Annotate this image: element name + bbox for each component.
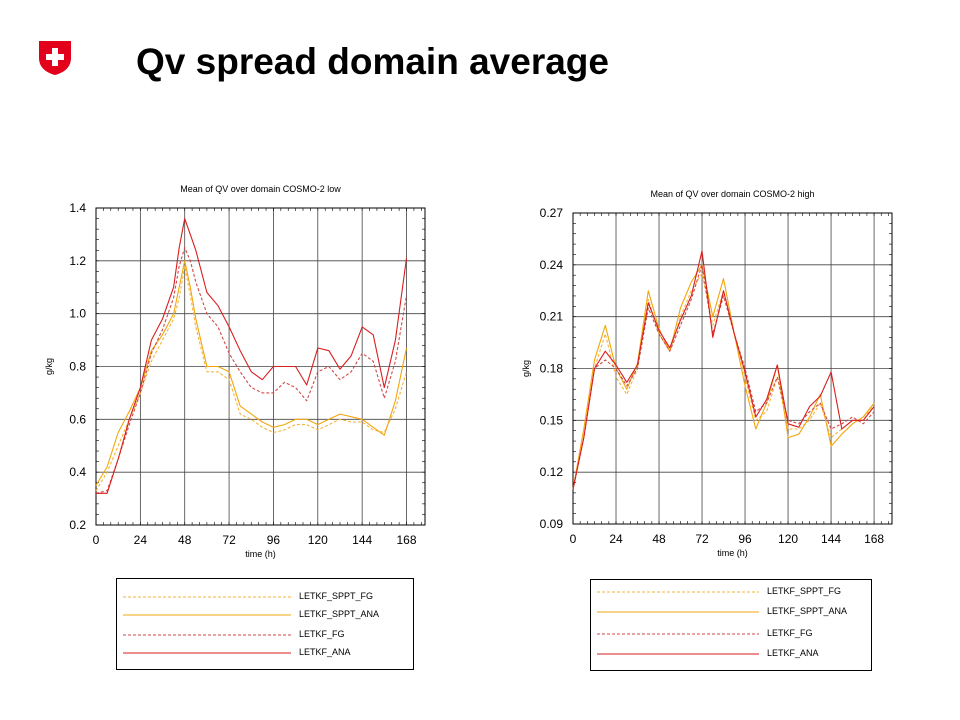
legend-low: LETKF_SPPT_FG LETKF_SPPT_ANA LETKF_FG LE… xyxy=(116,578,414,670)
legend-item: LETKF_ANA xyxy=(591,646,871,662)
y-tick-label: 0.21 xyxy=(540,310,564,324)
legend-label: LETKF_FG xyxy=(767,628,813,638)
y-tick-label: 0.09 xyxy=(540,517,564,531)
legend-item: LETKF_FG xyxy=(117,627,413,643)
legend-label: LETKF_ANA xyxy=(767,648,819,658)
x-tick-label: 72 xyxy=(222,533,236,547)
y-tick-label: 0.12 xyxy=(540,465,564,479)
page-title: Qv spread domain average xyxy=(136,41,609,82)
x-tick-label: 96 xyxy=(267,533,281,547)
chart-title: Mean of QV over domain COSMO-2 high xyxy=(650,189,814,199)
series-line-letkf-sppt-ana xyxy=(572,264,875,490)
legend-item: LETKF_FG xyxy=(591,626,871,642)
legend-item: LETKF_SPPT_FG xyxy=(117,589,413,605)
x-tick-label: 168 xyxy=(397,533,417,547)
legend-item: LETKF_ANA xyxy=(117,645,413,661)
series-line-letkf-ana xyxy=(572,250,875,490)
x-tick-label: 48 xyxy=(178,533,192,547)
series-line-letkf-sppt-fg xyxy=(95,265,408,491)
y-axis-label: g/kg xyxy=(44,358,54,375)
y-tick-label: 0.15 xyxy=(540,413,564,427)
y-axis-label: g/kg xyxy=(521,360,531,377)
legend-item: LETKF_SPPT_ANA xyxy=(117,607,413,623)
legend-label: LETKF_SPPT_FG xyxy=(767,586,842,596)
chart-qv-low: Mean of QV over domain COSMO-2 low 0 24 48 7… xyxy=(40,175,440,575)
x-tick-label: 144 xyxy=(352,533,372,547)
legend-label: LETKF_SPPT_ANA xyxy=(299,609,380,619)
x-tick-label: 120 xyxy=(308,533,328,547)
y-tick-label: 0.18 xyxy=(540,362,564,376)
chart-qv-high: Mean of QV over domain COSMO-2 high 0 24 48… xyxy=(503,180,903,580)
series-line-letkf-fg xyxy=(95,247,408,494)
legend-high: LETKF_SPPT_FG LETKF_SPPT_ANA LETKF_FG LE… xyxy=(590,579,872,671)
y-tick-label: 1.2 xyxy=(69,254,86,268)
x-tick-label: 48 xyxy=(652,532,666,546)
y-tick-label: 0.24 xyxy=(540,258,564,272)
y-tick-label: 1.4 xyxy=(69,201,86,215)
legend-label: LETKF_SPPT_ANA xyxy=(767,606,848,616)
legend-label: LETKF_ANA xyxy=(299,647,351,657)
legend-item: LETKF_SPPT_FG xyxy=(591,584,871,600)
x-axis-label: time (h) xyxy=(245,549,276,559)
legend-label: LETKF_FG xyxy=(299,629,345,639)
plot-frame xyxy=(572,212,893,525)
x-tick-label: 0 xyxy=(93,533,100,547)
plot-frame xyxy=(95,207,426,526)
x-tick-label: 72 xyxy=(695,532,709,546)
chart-svg: Mean of QV over domain COSMO-2 high 0 24 48… xyxy=(521,189,893,558)
x-tick-label: 168 xyxy=(864,532,884,546)
x-tick-label: 144 xyxy=(821,532,841,546)
series-line-letkf-ana xyxy=(96,218,408,494)
series-line-letkf-fg xyxy=(572,264,875,490)
legend-label: LETKF_SPPT_FG xyxy=(299,591,374,601)
series-line-letkf-sppt-fg xyxy=(572,272,875,490)
legend-item: LETKF_SPPT_ANA xyxy=(591,604,871,620)
swiss-cross-icon xyxy=(39,41,71,75)
x-tick-label: 120 xyxy=(778,532,798,546)
chart-svg: Mean of QV over domain COSMO-2 low 0 24 48 7… xyxy=(44,184,426,559)
y-tick-label: 0.6 xyxy=(69,412,86,426)
y-tick-label: 0.4 xyxy=(69,465,86,479)
x-axis-label: time (h) xyxy=(717,548,748,558)
chart-title: Mean of QV over domain COSMO-2 low xyxy=(180,184,341,194)
x-tick-label: 0 xyxy=(570,532,577,546)
x-tick-label: 24 xyxy=(609,532,623,546)
y-tick-label: 0.8 xyxy=(69,360,86,374)
series-line-letkf-sppt-ana xyxy=(95,260,408,486)
y-tick-label: 1.0 xyxy=(69,307,86,321)
x-tick-label: 96 xyxy=(738,532,752,546)
y-tick-label: 0.2 xyxy=(69,518,86,532)
y-tick-label: 0.27 xyxy=(540,206,564,220)
x-tick-label: 24 xyxy=(134,533,148,547)
